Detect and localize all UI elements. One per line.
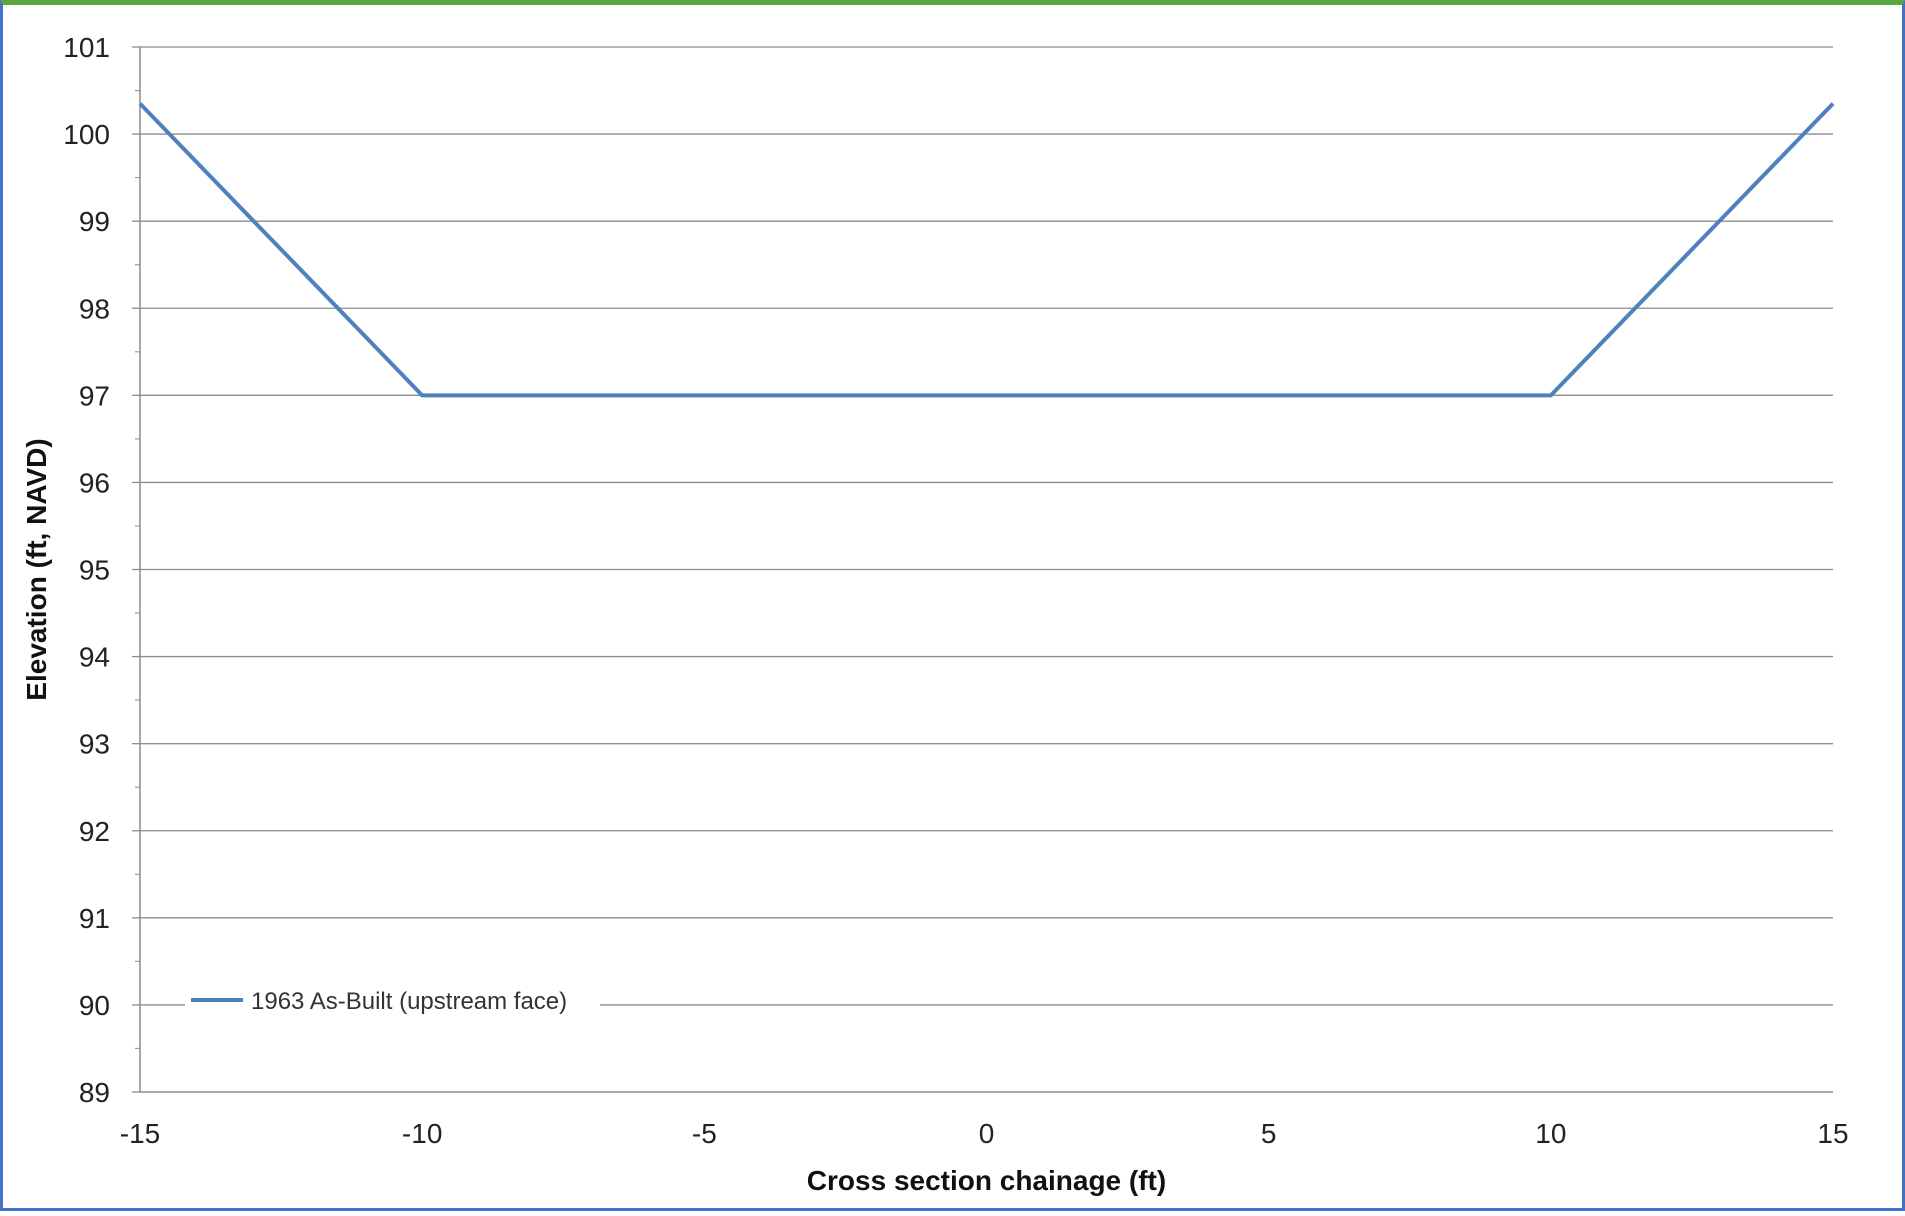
y-tick-label: 101 [63,32,110,63]
y-tick-label: 92 [79,816,110,847]
x-tick-label: -15 [120,1118,160,1149]
line-chart: 101 100 99 98 97 96 95 94 93 92 91 90 89 -15 -10 -5 0 5 1… [21,32,1849,1196]
gridlines [140,46,1833,1006]
y-axis-title: Elevation (ft, NAVD) [21,438,52,700]
y-tick-label: 89 [79,1077,110,1108]
axes [132,46,1833,1093]
y-tick-label: 93 [79,729,110,760]
x-tick-label: -10 [402,1118,442,1149]
y-tick-label: 96 [79,467,110,498]
x-tick-labels: -15 -10 -5 0 5 10 15 [120,1118,1849,1149]
series-line-0 [138,102,1835,398]
y-tick-label: 97 [79,380,110,411]
y-tick-label: 95 [79,555,110,586]
y-tick-label: 99 [79,206,110,237]
x-tick-label: 10 [1535,1118,1566,1149]
y-tick-label: 98 [79,293,110,324]
x-tick-label: 15 [1817,1118,1848,1149]
x-tick-label: 5 [1261,1118,1277,1149]
y-tick-label: 91 [79,903,110,934]
x-tick-label: -5 [692,1118,717,1149]
x-tick-label: 0 [979,1118,995,1149]
legend-background [185,978,600,1022]
y-tick-label: 94 [79,642,110,673]
legend-label: 1963 As-Built (upstream face) [251,988,567,1015]
y-tick-label: 90 [79,990,110,1021]
y-tick-labels: 101 100 99 98 97 96 95 94 93 92 91 90 89 [63,32,110,1108]
x-axis-title: Cross section chainage (ft) [807,1165,1166,1196]
series-group [138,102,1835,398]
legend: 1963 As-Built (upstream face) [185,978,600,1022]
y-tick-label: 100 [63,119,110,150]
